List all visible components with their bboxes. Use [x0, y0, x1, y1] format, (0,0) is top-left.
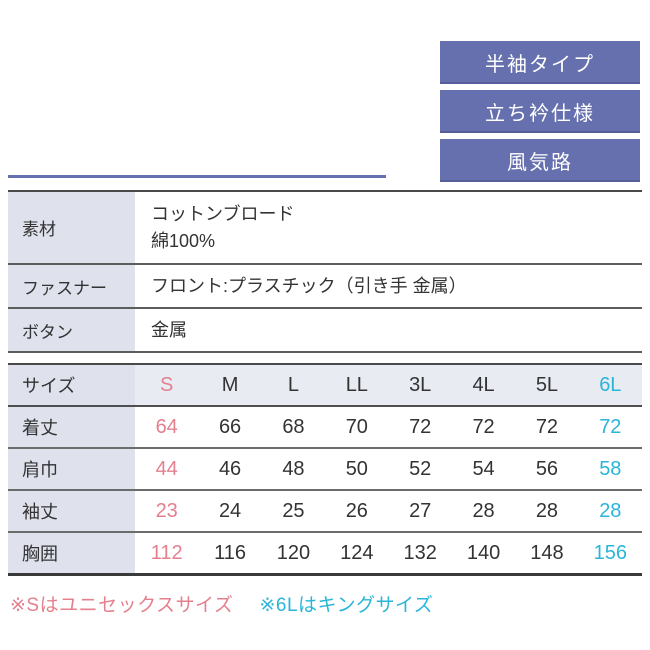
table-cell: 124 [325, 533, 389, 573]
size-header-row: サイズ S M L LL 3L 4L 5L 6L [8, 365, 642, 407]
table-cell: 28 [578, 491, 642, 531]
table-cell: 72 [451, 407, 516, 447]
size-col-4l: 4L [451, 365, 516, 405]
table-cell: 72 [388, 407, 452, 447]
size-row-label: 胸囲 [8, 533, 135, 573]
spec-row-button: ボタン 金属 [8, 309, 642, 353]
badge-label: 立ち衿仕様 [485, 103, 595, 125]
spec-value: フロント:プラスチック（引き手 金属） [135, 265, 642, 307]
table-cell: 58 [578, 449, 642, 489]
table-cell: 54 [451, 449, 516, 489]
table-cell: 24 [198, 491, 262, 531]
badge-label: 風気路 [507, 152, 573, 174]
feature-badge-stack: 半袖タイプ 立ち衿仕様 風気路 [440, 41, 640, 182]
size-col-m: M [198, 365, 262, 405]
table-cell: 70 [325, 407, 389, 447]
table-cell: 120 [261, 533, 326, 573]
size-col-l: L [261, 365, 326, 405]
table-cell: 48 [261, 449, 326, 489]
spec-label: ボタン [8, 309, 135, 351]
size-row-label: 肩巾 [8, 449, 135, 489]
table-cell: 132 [388, 533, 452, 573]
table-cell: 72 [578, 407, 642, 447]
spec-label: ファスナー [8, 265, 135, 307]
spec-value: コットンブロード 綿100% [135, 192, 642, 263]
badge-air-path: 風気路 [440, 139, 640, 182]
table-cell: 116 [198, 533, 262, 573]
spec-row-material: 素材 コットンブロード 綿100% [8, 192, 642, 265]
table-cell: 56 [515, 449, 579, 489]
spec-value-line: フロント:プラスチック（引き手 金属） [151, 275, 467, 296]
size-col-3l: 3L [388, 365, 452, 405]
table-cell: 27 [388, 491, 452, 531]
table-cell: 52 [388, 449, 452, 489]
size-row-chest: 胸囲 112 116 120 124 132 140 148 156 [8, 533, 642, 576]
accent-divider [8, 175, 386, 178]
size-row-label: 着丈 [8, 407, 135, 447]
badge-stand-collar: 立ち衿仕様 [440, 90, 640, 133]
spec-row-fastener: ファスナー フロント:プラスチック（引き手 金属） [8, 265, 642, 309]
spec-label: 素材 [8, 192, 135, 263]
table-cell: 66 [198, 407, 262, 447]
table-cell: 26 [325, 491, 389, 531]
badge-half-sleeve: 半袖タイプ [440, 41, 640, 84]
size-row-sleeve-length: 袖丈 23 24 25 26 27 28 28 28 [8, 491, 642, 533]
table-cell: 156 [578, 533, 642, 573]
table-cell: 25 [261, 491, 326, 531]
table-cell: 28 [515, 491, 579, 531]
table-cell: 23 [135, 491, 199, 531]
spec-value-line: 金属 [151, 319, 187, 340]
spec-value: 金属 [135, 309, 642, 351]
size-chart-table: サイズ S M L LL 3L 4L 5L 6L 着丈 64 66 68 70 … [8, 363, 642, 576]
table-cell: 68 [261, 407, 326, 447]
table-cell: 112 [135, 533, 199, 573]
table-cell: 46 [198, 449, 262, 489]
size-row-body-length: 着丈 64 66 68 70 72 72 72 72 [8, 407, 642, 449]
footnotes: ※Sはユニセックスサイズ ※6Lはキングサイズ [10, 590, 433, 617]
note-king-size: ※6Lはキングサイズ [259, 595, 434, 616]
spec-value-line: 綿100% [151, 230, 216, 251]
table-cell: 28 [451, 491, 516, 531]
table-cell: 64 [135, 407, 199, 447]
table-cell: 148 [515, 533, 579, 573]
size-col-ll: LL [325, 365, 389, 405]
table-cell: 72 [515, 407, 579, 447]
badge-label: 半袖タイプ [485, 54, 595, 76]
table-cell: 140 [451, 533, 516, 573]
size-col-6l: 6L [578, 365, 642, 405]
table-cell: 44 [135, 449, 199, 489]
size-col-s: S [135, 365, 199, 405]
material-spec-table: 素材 コットンブロード 綿100% ファスナー フロント:プラスチック（引き手 … [8, 190, 642, 353]
table-cell: 50 [325, 449, 389, 489]
size-row-shoulder-width: 肩巾 44 46 48 50 52 54 56 58 [8, 449, 642, 491]
size-col-5l: 5L [515, 365, 579, 405]
size-header-label: サイズ [8, 365, 135, 405]
size-row-label: 袖丈 [8, 491, 135, 531]
spec-value-line: コットンブロード [151, 204, 295, 225]
note-unisex-size: ※Sはユニセックスサイズ [10, 595, 234, 616]
